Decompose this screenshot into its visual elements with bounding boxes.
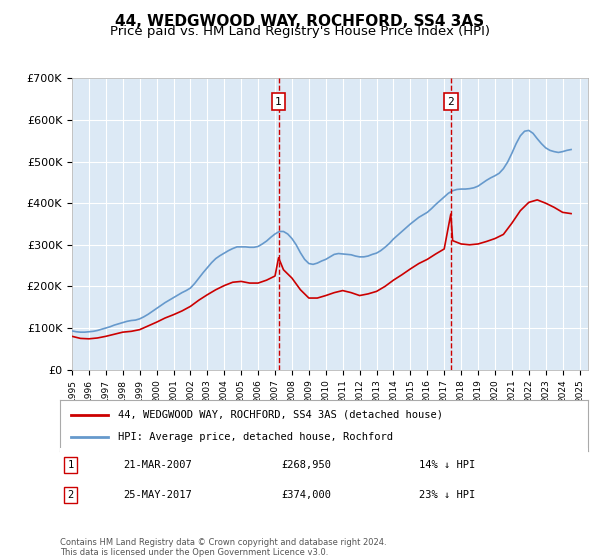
Text: 23% ↓ HPI: 23% ↓ HPI (419, 490, 475, 500)
Text: 2: 2 (448, 97, 454, 107)
Text: 44, WEDGWOOD WAY, ROCHFORD, SS4 3AS (detached house): 44, WEDGWOOD WAY, ROCHFORD, SS4 3AS (det… (118, 409, 443, 419)
Text: 14% ↓ HPI: 14% ↓ HPI (419, 460, 475, 470)
Text: HPI: Average price, detached house, Rochford: HPI: Average price, detached house, Roch… (118, 432, 393, 442)
Text: £268,950: £268,950 (282, 460, 332, 470)
Text: Contains HM Land Registry data © Crown copyright and database right 2024.
This d: Contains HM Land Registry data © Crown c… (60, 538, 386, 557)
Text: 21-MAR-2007: 21-MAR-2007 (124, 460, 192, 470)
Text: 44, WEDGWOOD WAY, ROCHFORD, SS4 3AS: 44, WEDGWOOD WAY, ROCHFORD, SS4 3AS (115, 14, 485, 29)
Text: 1: 1 (67, 460, 74, 470)
Text: 1: 1 (275, 97, 282, 107)
Text: £374,000: £374,000 (282, 490, 332, 500)
Text: Price paid vs. HM Land Registry's House Price Index (HPI): Price paid vs. HM Land Registry's House … (110, 25, 490, 38)
Text: 25-MAY-2017: 25-MAY-2017 (124, 490, 192, 500)
Text: 2: 2 (67, 490, 74, 500)
